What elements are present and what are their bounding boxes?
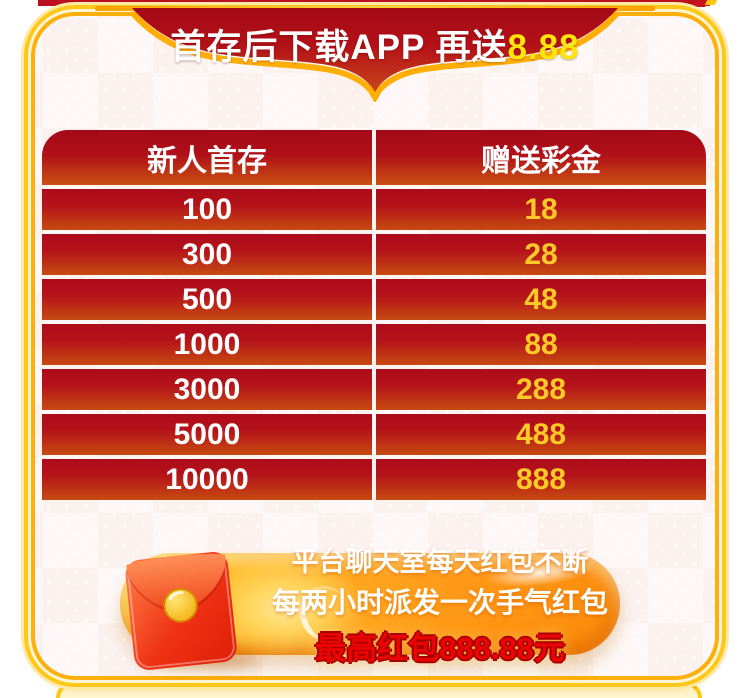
table-header-bonus: 赠送彩金 [376, 130, 706, 185]
deposit-cell: 1000 [42, 324, 372, 365]
deposit-cell: 5000 [42, 414, 372, 455]
promo-highlight-line: 最高红包888.88元 [315, 631, 565, 666]
bonus-table-body: 100 18 300 28 500 48 1000 88 3000 288 5000 488 10000… [42, 189, 706, 500]
table-row: 3000 288 [42, 369, 706, 410]
table-row: 300 28 [42, 234, 706, 275]
bonus-cell: 288 [376, 369, 706, 410]
promo-line-1: 平台聊天室每天红包不断 [291, 547, 589, 577]
table-row: 10000 888 [42, 459, 706, 500]
bonus-cell: 28 [376, 234, 706, 275]
deposit-cell: 3000 [42, 369, 372, 410]
next-card-top-edge [56, 682, 702, 698]
top-right-corner-gold-accent [704, 0, 718, 5]
bonus-table: 新人首存 赠送彩金 100 18 300 28 500 48 1000 88 3000 288 50… [42, 130, 706, 504]
bonus-cell: 888 [376, 459, 706, 500]
red-envelope-icon [116, 542, 246, 678]
table-row: 1000 88 [42, 324, 706, 365]
table-header-row: 新人首存 赠送彩金 [42, 130, 706, 185]
top-cropped-strip [38, 0, 710, 6]
table-row: 100 18 [42, 189, 706, 230]
deposit-cell: 10000 [42, 459, 372, 500]
banner-ribbon[interactable]: 首存后下载APP 再送8.88 [88, 0, 662, 102]
promo-text-block: 平台聊天室每天红包不断 每两小时派发一次手气红包 最高红包888.88元 [250, 547, 630, 666]
bonus-cell: 48 [376, 279, 706, 320]
bonus-cell: 18 [376, 189, 706, 230]
banner-highlight-amount: 8.88 [507, 28, 580, 67]
table-header-deposit: 新人首存 [42, 130, 372, 185]
deposit-cell: 500 [42, 279, 372, 320]
deposit-cell: 100 [42, 189, 372, 230]
banner-title: 首存后下载APP 再送8.88 [170, 28, 580, 67]
ribbon-shape-icon [95, 6, 655, 102]
promo-line-2: 每两小时派发一次手气红包 [271, 587, 608, 618]
table-row: 500 48 [42, 279, 706, 320]
deposit-cell: 300 [42, 234, 372, 275]
bonus-cell: 88 [376, 324, 706, 365]
bonus-cell: 488 [376, 414, 706, 455]
table-row: 5000 488 [42, 414, 706, 455]
